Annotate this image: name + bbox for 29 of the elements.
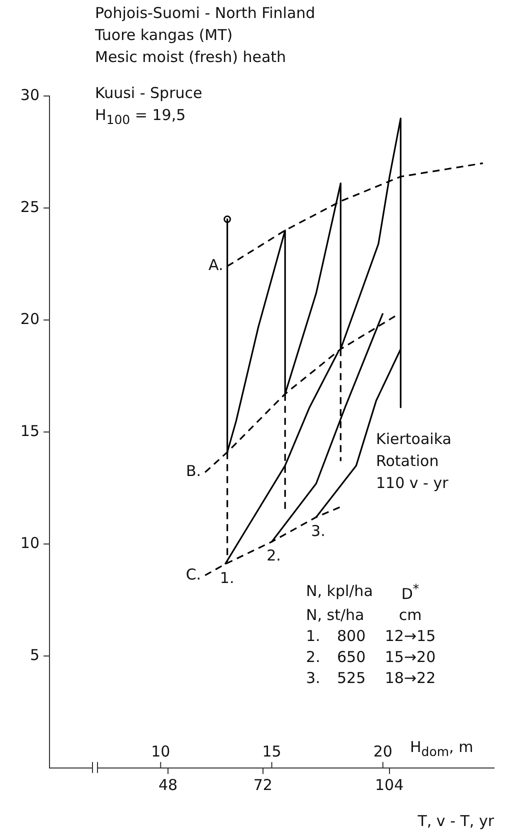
- x-tick-label: 15: [262, 742, 282, 760]
- y-tick-label: 10: [20, 534, 40, 552]
- annotation: 3.: [311, 522, 326, 540]
- text: N, kpl/ha D$^{*}$: [306, 581, 420, 603]
- y-tick-label: 30: [20, 86, 40, 104]
- x2-axis-title: T, v - T, yr: [416, 812, 495, 830]
- y-tick-label: 25: [20, 198, 40, 216]
- text: 1. 800 12→15: [306, 627, 436, 645]
- annotation: Kiertoaika Rotation 110 v - yr: [376, 429, 452, 494]
- annotation: 1.: [220, 569, 234, 588]
- x-axis-title: H$_{dom}$, m: [410, 737, 474, 761]
- x2-tick-label: 72: [253, 776, 272, 794]
- y-tick-label: 20: [20, 310, 40, 328]
- x2-tick-label: 104: [374, 776, 404, 794]
- y-tick-label: 5: [30, 646, 40, 664]
- text: 2. 650 15→20: [306, 648, 436, 666]
- annotation: A.: [208, 256, 224, 274]
- chart-subtitle: Tuore kangas (MT) Mesic moist (fresh) heath: [95, 25, 286, 68]
- x-tick-label: 10: [151, 742, 170, 760]
- x2-tick-label: 48: [158, 776, 178, 794]
- annotation: C.: [186, 565, 202, 584]
- y-tick-label: 15: [20, 422, 40, 440]
- annotation: 2.: [266, 546, 281, 565]
- chart-title: Pohjois-Suomi - North Finland: [95, 3, 316, 24]
- text: N, st/ha cm: [306, 606, 422, 624]
- annotation: Kuusi - Spruce H$_{100}$ = 19,5: [95, 83, 202, 129]
- x-tick-label: 20: [373, 742, 392, 760]
- text: 3. 525 18→22: [306, 669, 436, 687]
- annotation: B.: [186, 462, 202, 480]
